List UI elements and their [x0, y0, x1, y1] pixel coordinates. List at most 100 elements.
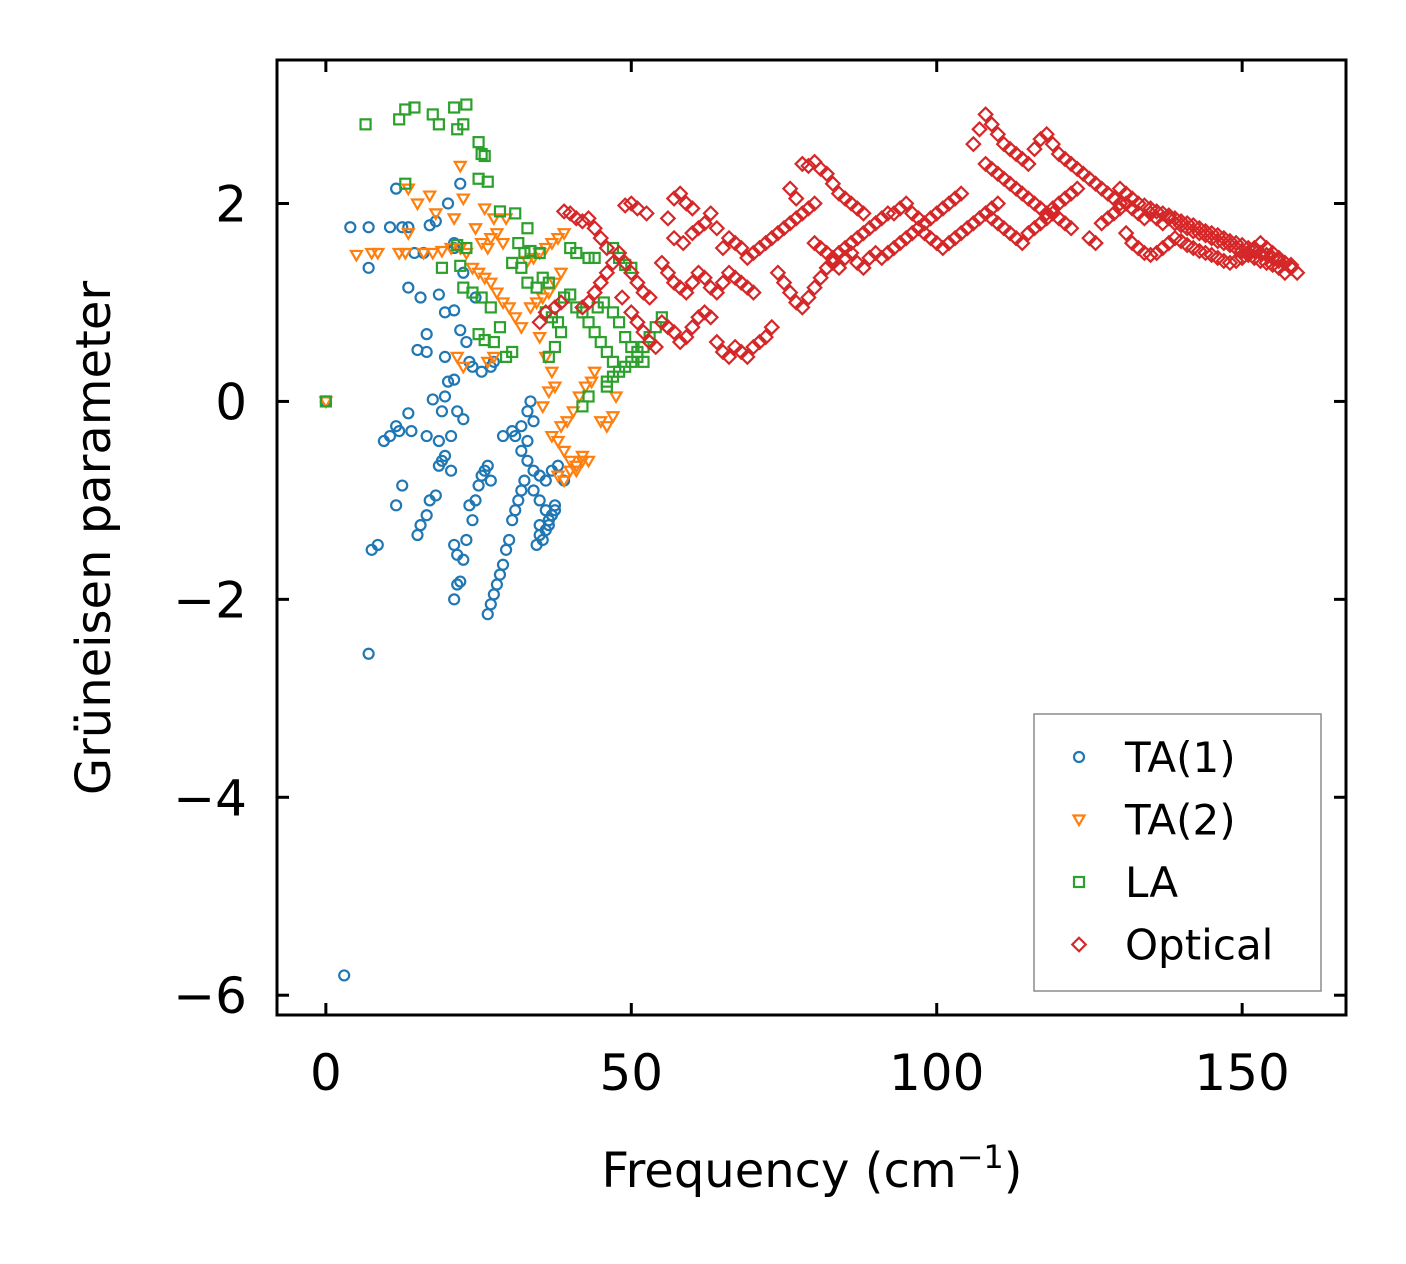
data-point — [659, 264, 677, 282]
data-point — [484, 598, 497, 611]
legend-marker — [1070, 936, 1088, 953]
data-point — [542, 350, 555, 363]
data-point — [842, 244, 860, 262]
data-point — [842, 234, 860, 252]
data-point — [787, 190, 805, 207]
data-point — [781, 284, 799, 301]
data-point — [448, 538, 461, 552]
data-point — [489, 287, 505, 301]
data-point — [598, 239, 616, 257]
data-point — [512, 236, 525, 250]
data-point — [362, 261, 375, 274]
data-point — [576, 400, 589, 413]
data-point — [457, 266, 470, 279]
data-point — [512, 494, 525, 507]
data-point — [708, 219, 726, 237]
data-point — [434, 245, 450, 259]
data-point — [836, 249, 854, 267]
data-point — [506, 514, 519, 527]
data-point — [861, 219, 878, 237]
data-point — [613, 289, 631, 306]
data-point — [1062, 219, 1080, 237]
data-point — [542, 276, 555, 289]
data-point — [592, 274, 610, 291]
data-point — [420, 429, 433, 443]
data-point — [414, 519, 427, 532]
data-point — [934, 239, 952, 257]
data-point — [983, 116, 1001, 133]
data-point — [696, 214, 713, 232]
data-point — [800, 200, 817, 217]
y-tick-label: 2 — [215, 175, 247, 233]
data-point — [444, 464, 458, 477]
data-point — [775, 219, 793, 237]
data-point — [432, 434, 445, 448]
data-point — [402, 281, 415, 294]
data-point — [451, 405, 464, 418]
data-point — [444, 429, 458, 443]
data-point — [553, 421, 569, 434]
data-point — [338, 969, 351, 982]
data-point — [696, 269, 713, 287]
data-point — [475, 291, 488, 304]
data-point — [588, 251, 601, 265]
data-point — [532, 331, 548, 345]
data-point — [362, 647, 375, 660]
data-point — [600, 345, 613, 359]
data-point — [533, 494, 546, 507]
data-point — [521, 454, 534, 467]
data-point — [501, 302, 517, 316]
data-point — [527, 484, 540, 497]
data-point — [763, 229, 781, 247]
data-point — [535, 292, 551, 306]
data-point — [438, 350, 452, 363]
data-point — [885, 205, 903, 222]
data-point — [897, 195, 915, 212]
data-point — [472, 479, 485, 492]
data-point — [684, 200, 701, 217]
data-point — [489, 228, 505, 241]
data-point — [547, 277, 563, 291]
x-tick-label: 100 — [889, 1044, 984, 1102]
data-point — [539, 474, 552, 487]
data-point — [448, 373, 461, 386]
data-point — [493, 568, 507, 581]
data-point — [574, 299, 591, 316]
data-point — [965, 135, 982, 153]
data-point — [530, 281, 543, 294]
data-point — [745, 338, 762, 356]
x-tick-label: 0 — [310, 1044, 342, 1102]
data-point — [714, 239, 732, 257]
data-point — [455, 361, 471, 375]
data-point — [879, 244, 897, 262]
data-point — [490, 578, 504, 591]
data-point — [608, 391, 624, 405]
data-point — [400, 228, 416, 241]
data-point — [946, 190, 964, 207]
data-point — [498, 213, 514, 227]
data-point — [818, 259, 836, 277]
data-point — [448, 304, 461, 317]
data-point — [677, 284, 695, 301]
data-point — [469, 494, 482, 507]
data-point — [977, 106, 994, 123]
data-point — [952, 224, 970, 242]
data-point — [408, 101, 421, 114]
data-point — [472, 136, 485, 149]
series-optical — [531, 106, 1306, 366]
data-point — [588, 326, 601, 339]
data-point — [665, 229, 683, 247]
data-point — [946, 229, 964, 247]
data-point — [541, 386, 557, 400]
data-point — [405, 425, 418, 438]
data-point — [344, 221, 357, 234]
data-point — [496, 429, 510, 443]
data-point — [475, 147, 488, 161]
data-point — [714, 274, 732, 291]
data-point — [454, 177, 467, 190]
data-point — [457, 553, 470, 566]
data-point — [1038, 210, 1055, 227]
data-point — [739, 249, 756, 267]
data-point — [556, 475, 572, 489]
